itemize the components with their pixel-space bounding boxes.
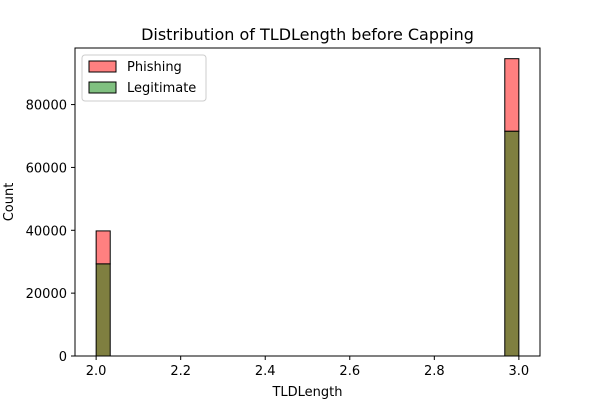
x-axis-label: TLDLength: [271, 385, 342, 400]
bar-phishing-1: [504, 58, 520, 132]
x-tick-label: 2.6: [339, 364, 360, 379]
x-tick-label: 2.8: [424, 364, 445, 379]
legend-swatch-phishing: [88, 60, 117, 73]
y-tick-label: 80000: [26, 99, 67, 114]
legend-label-phishing: Phishing: [127, 60, 182, 75]
x-tick-label: 2.2: [170, 364, 191, 379]
y-axis-ticks: 0 20000 40000 60000 80000: [26, 99, 75, 365]
bar-overlap-1: [504, 130, 520, 357]
y-tick-label: 40000: [26, 224, 67, 239]
x-tick-label: 3.0: [509, 364, 530, 379]
legend-swatch-legitimate: [88, 81, 117, 94]
y-tick-label: 20000: [26, 287, 67, 302]
bars-group: [95, 58, 520, 357]
y-tick-label: 60000: [26, 161, 67, 176]
y-tick-label: 0: [59, 350, 67, 365]
legend: Phishing Legitimate: [81, 54, 207, 102]
legend-label-legitimate: Legitimate: [127, 81, 196, 96]
chart-title: Distribution of TLDLength before Capping: [141, 25, 474, 44]
bar-phishing-0: [95, 230, 111, 265]
bar-overlap-0: [95, 263, 111, 357]
plot-frame: [74, 47, 541, 357]
x-tick-label: 2.0: [86, 364, 107, 379]
x-axis-ticks: 2.0 2.2 2.4 2.6 2.8 3.0: [86, 356, 529, 379]
y-axis-label: Count: [2, 183, 17, 222]
x-tick-label: 2.4: [255, 364, 276, 379]
